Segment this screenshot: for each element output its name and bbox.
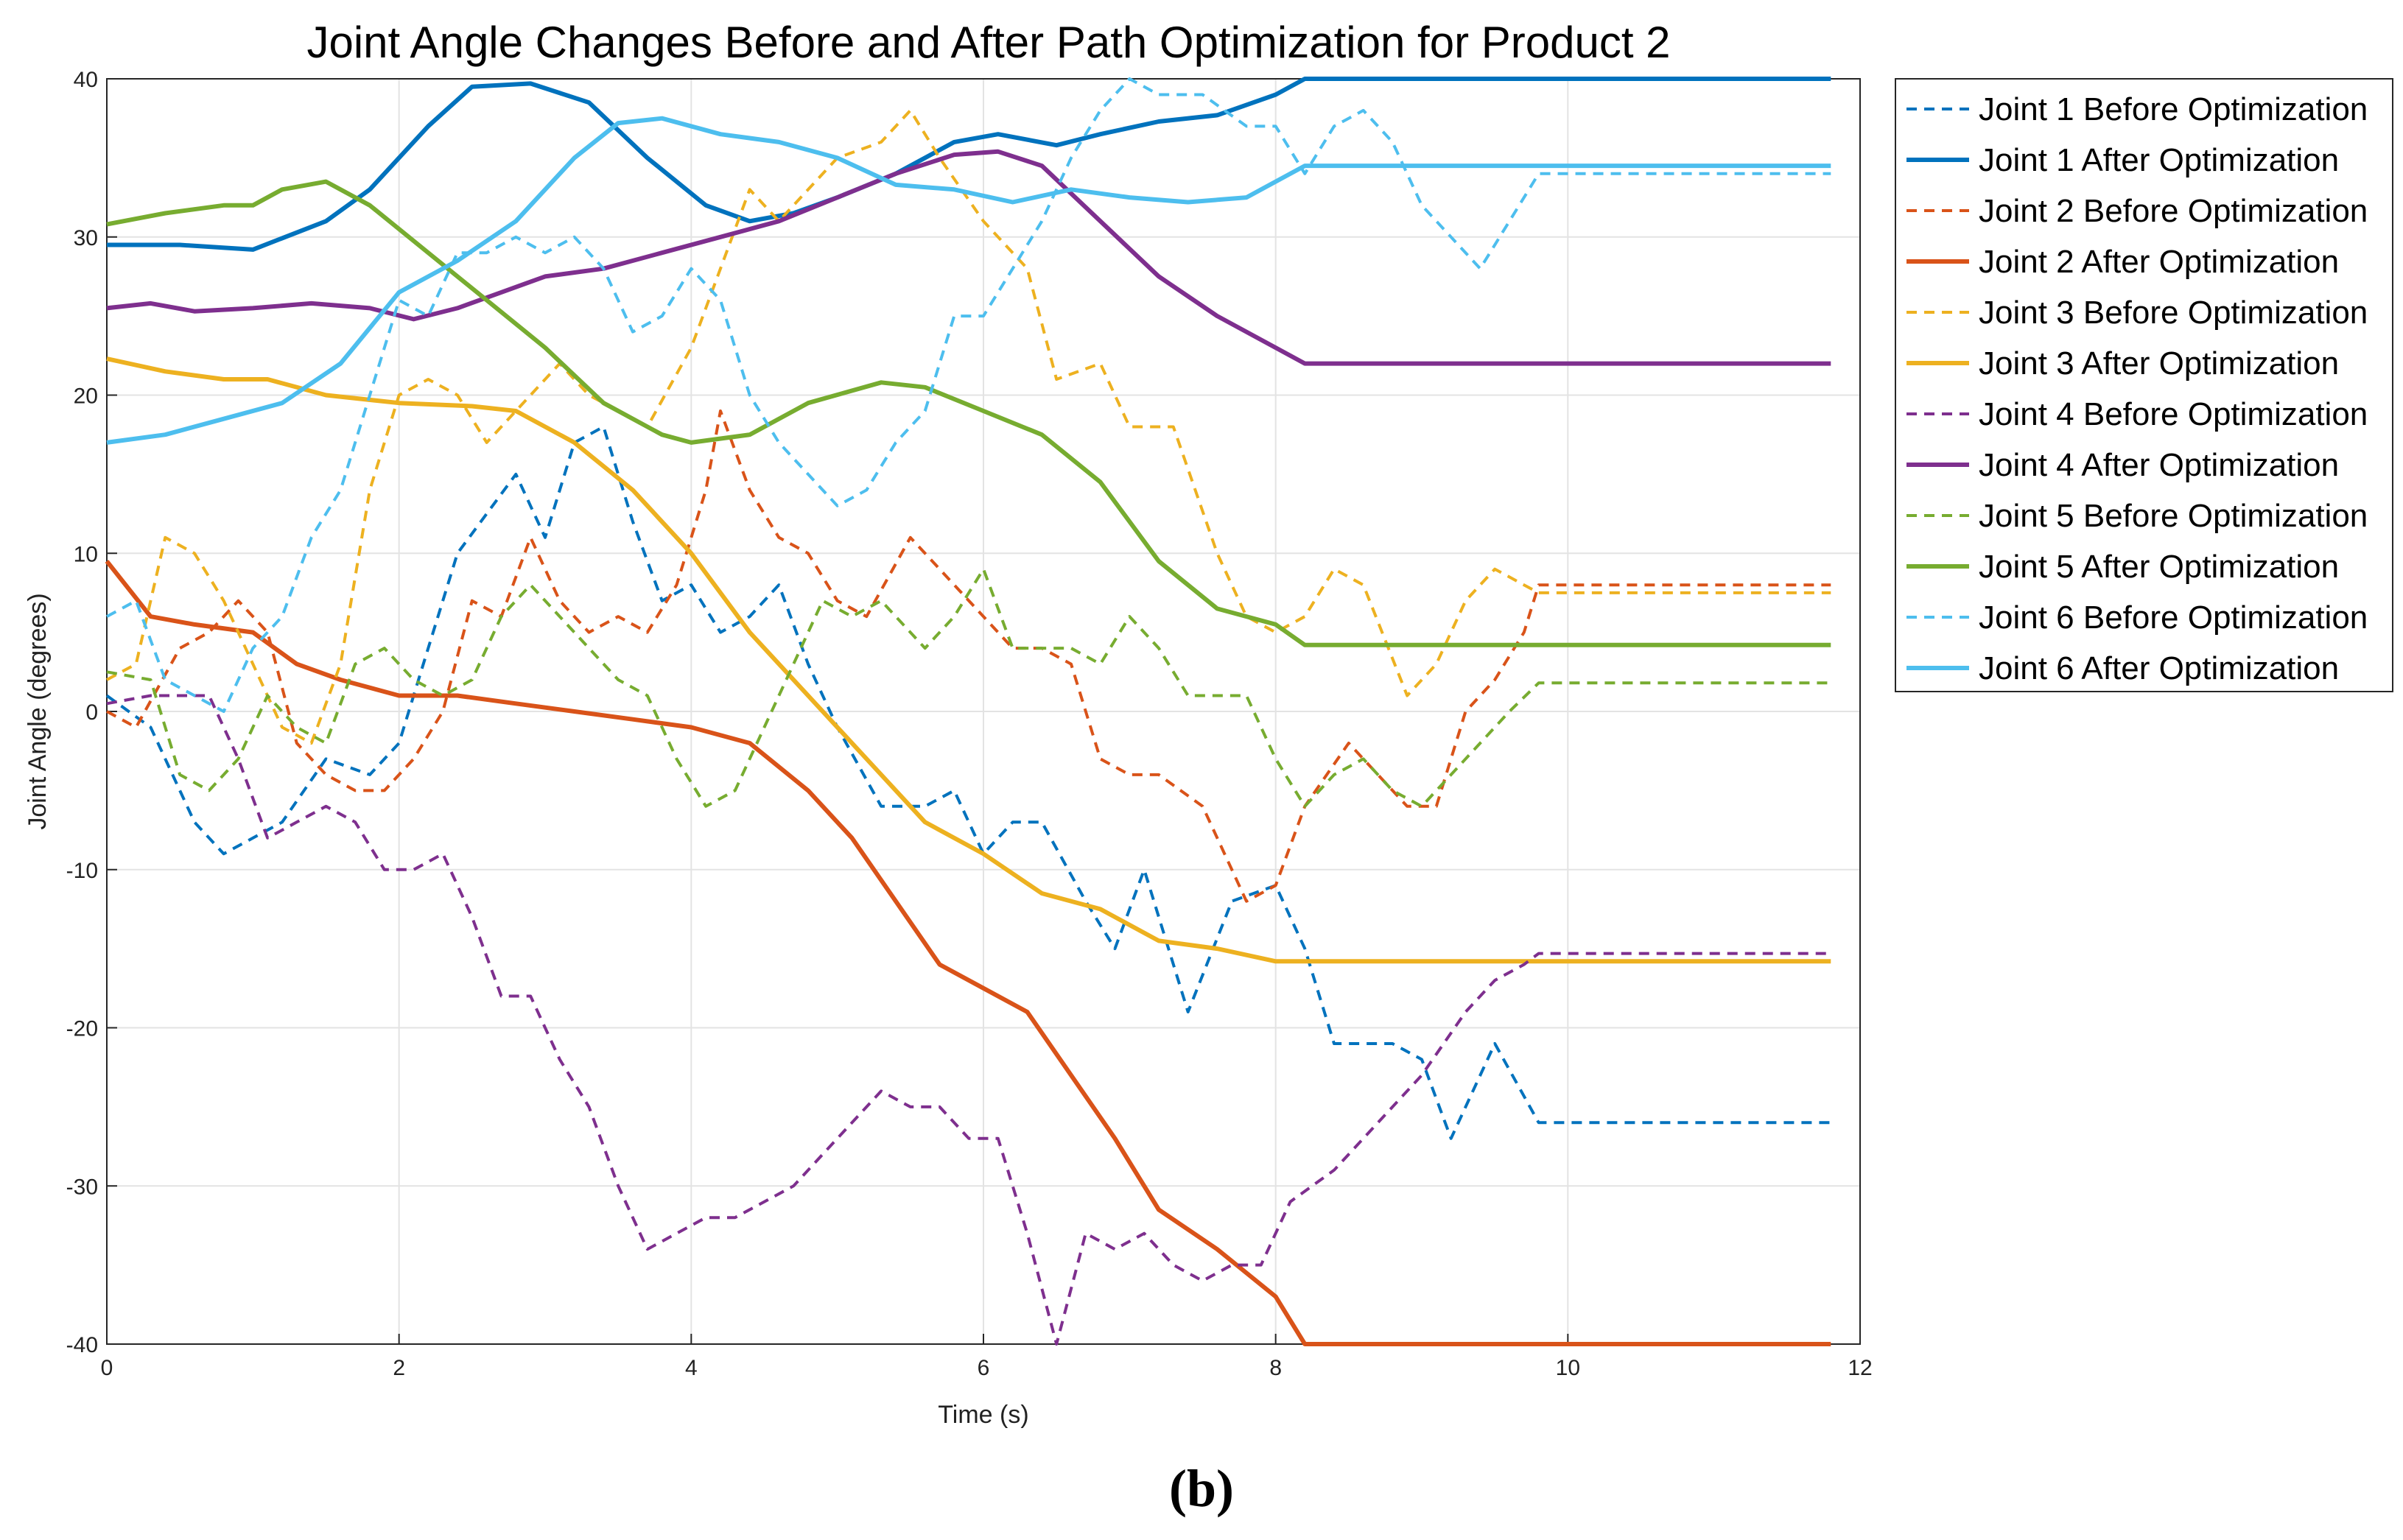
x-tick-label: 8 [1269,1356,1282,1380]
series-line-1 [105,425,1831,1140]
y-tick-label: 0 [85,700,98,725]
series-line-11 [106,77,1831,713]
series-line-12 [106,116,1831,445]
series-line-3 [106,409,1831,903]
series-line-4 [105,560,1831,1346]
y-tick-label: -40 [66,1333,98,1357]
y-tick-label: 20 [74,384,98,409]
series-line-6 [106,356,1831,964]
series-line-2 [107,77,1831,252]
legend-box [1895,78,2393,692]
legend-label: Joint 3 Before Optimization [1979,295,2368,331]
series-lines [105,77,1831,1346]
legend: Joint 1 Before Optimization Joint 1 After… [1895,78,2393,692]
chart-title: Joint Angle Changes Before and After Pat… [306,18,1670,67]
legend-label: Joint 5 After Optimization [1979,549,2339,585]
legend-label: Joint 2 After Optimization [1979,244,2339,280]
x-tick-label: 4 [685,1356,698,1380]
series-line-5 [106,108,1831,745]
y-tick-label: -10 [66,859,98,883]
legend-label: Joint 6 After Optimization [1979,650,2339,686]
y-tick-label: -30 [66,1175,98,1199]
x-axis-label: Time (s) [938,1401,1028,1429]
x-tick-label: 6 [978,1356,990,1380]
x-tick-label: 10 [1556,1356,1580,1380]
legend-label: Joint 1 Before Optimization [1979,91,2368,127]
legend-label: Joint 4 Before Optimization [1979,396,2368,432]
figure-caption: (b) [1169,1459,1234,1518]
y-axis-label: Joint Angle (degrees) [24,593,52,829]
legend-label: Joint 5 Before Optimization [1979,498,2368,534]
legend-label: Joint 2 Before Optimization [1979,193,2368,229]
legend-label: Joint 4 After Optimization [1979,447,2339,483]
legend-label: Joint 1 After Optimization [1979,142,2339,178]
legend-label: Joint 6 Before Optimization [1979,600,2368,636]
y-tick-label: 10 [74,542,98,566]
y-tick-label: -20 [66,1017,98,1041]
series-line-7 [106,694,1831,1346]
axis-ticks: 0 2 4 6 8 10 12 40 30 20 10 0 -10 -20 -30 -40 [66,68,1873,1380]
series-line-10 [106,179,1831,647]
x-tick-label: 2 [393,1356,405,1380]
series-line-8 [106,149,1831,366]
y-tick-label: 40 [74,68,98,92]
x-tick-label: 12 [1848,1356,1872,1380]
series-line-9 [106,567,1831,808]
legend-label: Joint 3 After Optimization [1979,345,2339,382]
y-tick-label: 30 [74,226,98,250]
x-tick-label: 0 [101,1356,113,1380]
